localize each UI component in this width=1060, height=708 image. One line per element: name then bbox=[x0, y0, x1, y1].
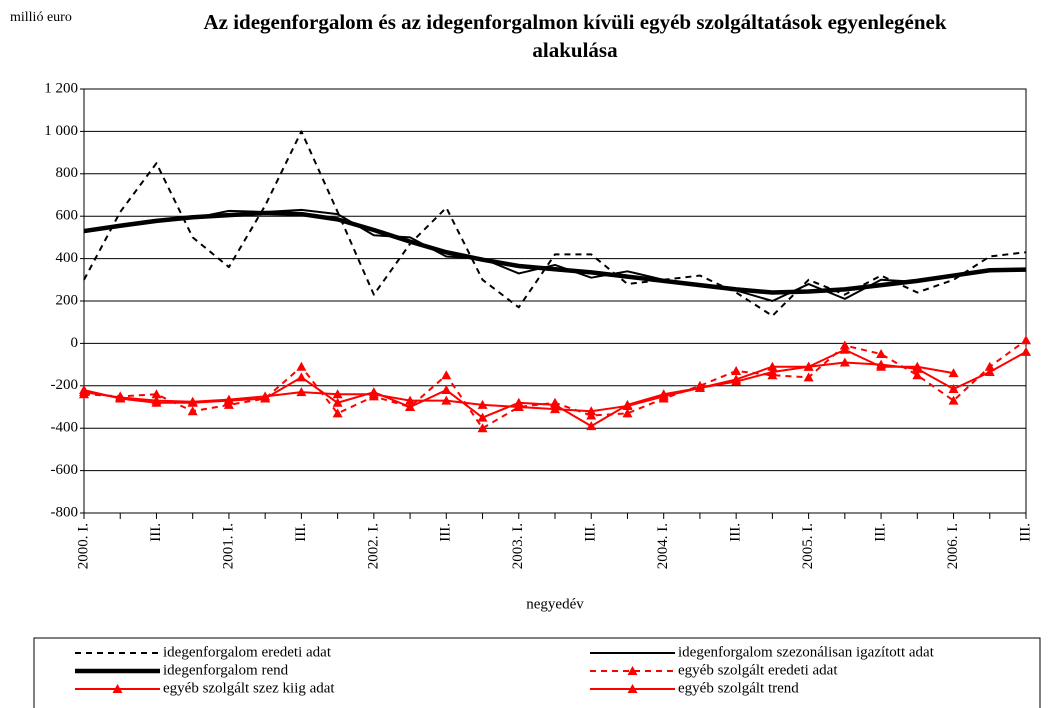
x-tick-label: 2003. I. bbox=[510, 523, 526, 569]
series-marker bbox=[405, 395, 416, 405]
series-marker bbox=[1021, 335, 1031, 345]
series-marker bbox=[79, 387, 89, 397]
series-marker bbox=[876, 349, 887, 358]
series-marker bbox=[550, 404, 560, 414]
x-tick-label: III. bbox=[1017, 523, 1033, 542]
legend-label: egyéb szolgált trend bbox=[678, 680, 799, 696]
series-marker bbox=[513, 402, 524, 411]
series-marker bbox=[441, 385, 452, 395]
x-tick-label: 2006. I. bbox=[945, 523, 961, 569]
y-tick-label: 1 200 bbox=[44, 80, 78, 96]
series-marker bbox=[296, 372, 307, 382]
series-marker bbox=[332, 408, 343, 418]
legend-label: egyéb szolgált szez kiig adat bbox=[163, 680, 335, 696]
x-tick-label: 2004. I. bbox=[655, 523, 671, 569]
series-marker bbox=[694, 382, 705, 392]
x-tick-label: III. bbox=[583, 523, 599, 542]
legend-marker bbox=[627, 684, 638, 693]
y-tick-label: 800 bbox=[56, 165, 79, 181]
y-tick-label: 600 bbox=[56, 208, 79, 224]
x-tick-label: III. bbox=[293, 523, 309, 542]
series-line bbox=[83, 210, 1027, 295]
series-marker bbox=[441, 370, 452, 380]
chart-title: Az idegenforgalom és az idegenforgalmon … bbox=[203, 10, 947, 62]
legend-marker bbox=[112, 684, 123, 693]
x-tick-label: III. bbox=[873, 523, 889, 542]
x-tick-label: III. bbox=[148, 523, 164, 542]
y-tick-label: -600 bbox=[51, 462, 79, 478]
x-axis-label: negyedév bbox=[526, 596, 584, 612]
series-marker bbox=[731, 365, 742, 375]
y-tick-label: 400 bbox=[56, 250, 79, 266]
series-marker bbox=[223, 394, 234, 404]
y-tick-label: 1 000 bbox=[44, 123, 78, 139]
y-tick-label: -800 bbox=[51, 504, 79, 520]
series-marker bbox=[839, 344, 850, 354]
series-marker bbox=[658, 391, 669, 401]
series-marker bbox=[151, 389, 162, 399]
series-line bbox=[83, 208, 954, 302]
x-tick-label: III. bbox=[438, 523, 454, 542]
series-marker bbox=[948, 383, 959, 393]
legend-label: egyéb szolgált eredeti adat bbox=[678, 662, 838, 678]
series-marker bbox=[876, 359, 887, 369]
x-tick-label: 2001. I. bbox=[220, 523, 236, 569]
series-line bbox=[83, 348, 954, 428]
legend-marker bbox=[627, 666, 638, 675]
series-marker bbox=[731, 376, 742, 386]
series-marker bbox=[296, 387, 307, 397]
series-marker bbox=[151, 395, 162, 405]
series-marker bbox=[622, 408, 633, 418]
series-marker bbox=[984, 361, 995, 371]
series-marker bbox=[368, 389, 379, 399]
series-marker bbox=[477, 412, 488, 422]
series-marker bbox=[767, 367, 778, 377]
series-marker bbox=[332, 397, 343, 407]
series-marker bbox=[296, 361, 307, 371]
series-marker bbox=[405, 402, 416, 411]
series-marker bbox=[187, 406, 198, 416]
legend-label: idegenforgalom rend bbox=[163, 662, 289, 678]
series-marker bbox=[441, 395, 452, 405]
series-marker bbox=[622, 400, 633, 410]
series-marker bbox=[586, 421, 597, 431]
series-marker bbox=[912, 363, 923, 373]
series-line bbox=[83, 130, 1027, 317]
series-marker bbox=[260, 391, 271, 401]
legend-label: idegenforgalom eredeti adat bbox=[163, 644, 332, 660]
y-tick-label: -400 bbox=[51, 420, 79, 436]
series-line bbox=[83, 339, 1027, 430]
y-tick-label: 200 bbox=[56, 292, 79, 308]
series-marker bbox=[586, 406, 597, 416]
legend-box bbox=[33, 637, 1041, 708]
series-marker bbox=[948, 395, 959, 405]
series-marker bbox=[948, 368, 959, 378]
series-marker bbox=[912, 370, 923, 380]
y-tick-label: 0 bbox=[71, 335, 79, 351]
series-marker bbox=[803, 372, 814, 382]
series-marker bbox=[477, 399, 488, 409]
series-marker bbox=[332, 389, 343, 399]
series-marker bbox=[984, 367, 995, 377]
y-tick-label: -200 bbox=[51, 377, 79, 393]
series-marker bbox=[187, 396, 198, 406]
series-marker bbox=[115, 392, 126, 402]
x-tick-label: 2000. I. bbox=[75, 523, 91, 569]
x-tick-label: 2005. I. bbox=[800, 523, 816, 569]
x-tick-label: 2002. I. bbox=[365, 523, 381, 569]
x-tick-label: III. bbox=[728, 523, 744, 542]
legend-label: idegenforgalom szezonálisan igazított ad… bbox=[678, 644, 935, 660]
series-marker bbox=[477, 423, 488, 433]
series-marker bbox=[803, 361, 814, 371]
series-marker bbox=[767, 361, 778, 371]
series-marker bbox=[1021, 346, 1031, 356]
unit-label: millió euro bbox=[10, 10, 72, 25]
series-marker bbox=[839, 357, 850, 367]
